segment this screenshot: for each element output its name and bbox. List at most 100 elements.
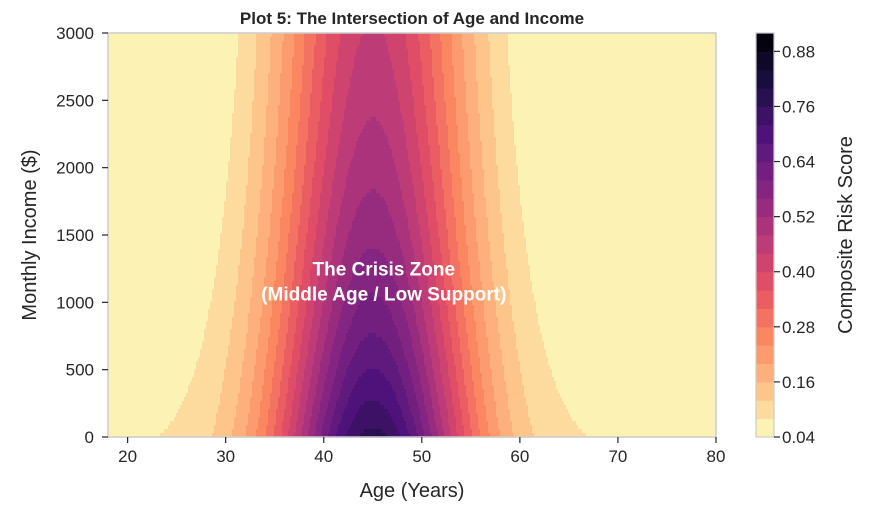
contour-cell (414, 417, 421, 422)
contour-cell (454, 77, 465, 82)
contour-cell (462, 413, 471, 418)
contour-cell (536, 309, 717, 314)
contour-cell (432, 257, 443, 262)
contour-cell (108, 113, 233, 118)
contour-cell (478, 97, 493, 102)
contour-cell (406, 357, 417, 362)
contour-cell (406, 313, 417, 318)
contour-cell (424, 357, 433, 362)
contour-cell (232, 129, 253, 134)
contour-cell (262, 297, 275, 302)
contour-cell (300, 285, 309, 290)
contour-cell (476, 49, 491, 54)
contour-cell (532, 429, 583, 434)
contour-cell (328, 133, 341, 138)
contour-cell (460, 349, 471, 354)
contour-cell (496, 409, 511, 414)
contour-cell (294, 41, 305, 46)
contour-cell (108, 61, 237, 66)
contour-cell (482, 285, 495, 290)
contour-cell (108, 213, 225, 218)
contour-cell (342, 121, 367, 126)
contour-cell (244, 205, 261, 210)
contour-cell (336, 373, 347, 378)
contour-cell (340, 205, 359, 210)
contour-cell (436, 333, 445, 338)
contour-cell (484, 189, 501, 194)
contour-cell (262, 169, 275, 174)
contour-cell (472, 289, 483, 294)
contour-cell (508, 41, 717, 46)
contour-cell (224, 377, 241, 382)
contour-cell (108, 397, 185, 402)
contour-cell (270, 333, 279, 338)
contour-cell (418, 221, 429, 226)
contour-cell (480, 433, 491, 438)
contour-cell (498, 165, 519, 170)
contour-cell (334, 237, 349, 242)
contour-cell (454, 69, 465, 74)
contour-cell (332, 185, 347, 190)
contour-cell (464, 61, 477, 66)
contour-cell (480, 121, 495, 126)
contour-cell (304, 373, 313, 378)
contour-cell (422, 425, 431, 430)
contour-cell (314, 253, 323, 258)
contour-cell (386, 433, 401, 438)
contour-cell (424, 257, 433, 262)
contour-cell (450, 161, 461, 166)
contour-cell (452, 177, 463, 182)
contour-cell (262, 301, 273, 306)
contour-cell (342, 385, 355, 390)
contour-cell (108, 273, 217, 278)
contour-cell (488, 233, 505, 238)
contour-cell (342, 305, 359, 310)
contour-cell (418, 137, 429, 142)
contour-cell (492, 377, 505, 382)
contour-cell (500, 341, 517, 346)
contour-cell (396, 325, 409, 330)
contour-cell (316, 149, 327, 154)
contour-cell (452, 341, 461, 346)
contour-cell (400, 241, 413, 246)
contour-cell (328, 405, 337, 410)
contour-cell (508, 37, 717, 42)
contour-cell (272, 33, 285, 38)
contour-cell (302, 89, 313, 94)
contour-cell (390, 213, 407, 218)
contour-cell (514, 141, 717, 146)
contour-cell (216, 273, 239, 278)
contour-cell (422, 69, 433, 74)
contour-cell (472, 177, 485, 182)
contour-cell (236, 293, 253, 298)
contour-cell (392, 217, 409, 222)
contour-cell (302, 341, 309, 346)
contour-cell (264, 277, 277, 282)
contour-cell (578, 425, 717, 430)
contour-cell (298, 225, 309, 230)
contour-cell (350, 393, 397, 398)
contour-cell (326, 285, 337, 290)
colorbar-tick-label: 0.76 (782, 97, 815, 116)
contour-cell (476, 409, 487, 414)
contour-cell (338, 45, 359, 50)
contour-cell (318, 217, 329, 222)
contour-cell (506, 265, 531, 270)
contour-cell (304, 257, 313, 262)
contour-cell (282, 421, 291, 426)
contour-cell (280, 237, 289, 242)
contour-cell (444, 193, 453, 198)
contour-cell (458, 325, 467, 330)
contour-cell (278, 329, 289, 334)
contour-cell (384, 129, 405, 134)
contour-cell (244, 209, 261, 214)
contour-cell (312, 261, 321, 266)
contour-cell (514, 129, 717, 134)
contour-cell (388, 209, 407, 214)
contour-cell (284, 349, 293, 354)
contour-cell (432, 249, 441, 254)
contour-cell (280, 101, 291, 106)
contour-cell (470, 413, 479, 418)
contour-cell (388, 345, 403, 350)
